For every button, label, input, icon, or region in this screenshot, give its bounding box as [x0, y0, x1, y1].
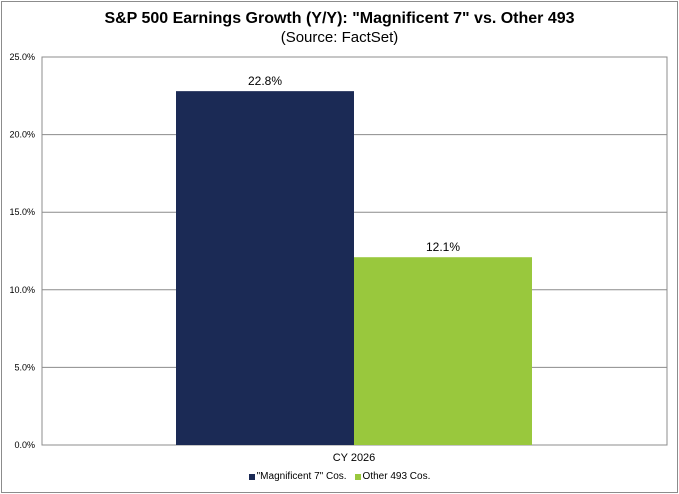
- x-tick-label: CY 2026: [333, 452, 376, 464]
- y-tick-label: 25.0%: [9, 52, 35, 62]
- chart-subtitle: (Source: FactSet): [280, 29, 399, 46]
- legend-item: Other 493 Cos.: [354, 471, 431, 482]
- legend: "Magnificent 7" Cos. Other 493 Cos.: [0, 471, 679, 483]
- bar-other-493: [354, 257, 532, 445]
- y-tick-label: 10.0%: [9, 285, 35, 295]
- data-label: 22.8%: [248, 74, 282, 88]
- chart-title: S&P 500 Earnings Growth (Y/Y): "Magnific…: [104, 10, 575, 27]
- y-tick-label: 5.0%: [14, 362, 35, 372]
- y-tick-label: 15.0%: [9, 207, 35, 217]
- data-label: 12.1%: [426, 240, 460, 254]
- bar-magnificent-7: [176, 91, 354, 446]
- legend-label: Other 493 Cos.: [362, 471, 431, 482]
- legend-swatch: [354, 473, 361, 480]
- legend-swatch: [248, 473, 255, 480]
- legend-item: "Magnificent 7" Cos.: [248, 471, 347, 482]
- legend-label: "Magnificent 7" Cos.: [256, 471, 347, 482]
- y-tick-label: 0.0%: [14, 440, 35, 450]
- y-tick-label: 20.0%: [9, 130, 35, 140]
